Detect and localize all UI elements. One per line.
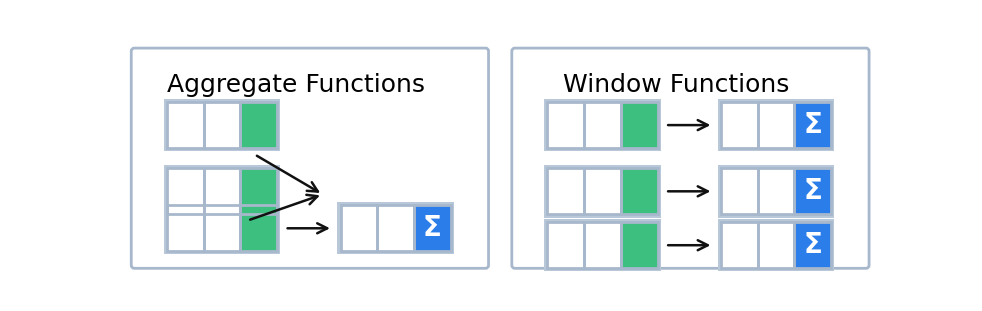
Bar xyxy=(544,99,661,151)
Bar xyxy=(758,102,794,148)
Bar xyxy=(377,205,413,251)
Bar xyxy=(341,205,377,251)
Bar xyxy=(167,205,203,251)
Bar xyxy=(413,205,451,251)
Bar xyxy=(621,222,658,268)
Bar xyxy=(338,202,454,254)
Bar xyxy=(241,205,277,251)
Bar xyxy=(203,168,241,214)
Bar xyxy=(758,222,794,268)
Bar xyxy=(164,202,280,254)
Bar xyxy=(241,205,277,251)
Bar xyxy=(167,205,203,251)
Bar xyxy=(718,99,834,151)
Bar xyxy=(547,102,584,148)
Bar xyxy=(203,205,241,251)
Bar xyxy=(721,222,758,268)
Bar xyxy=(584,168,621,214)
Bar xyxy=(794,168,831,214)
Bar xyxy=(794,102,831,148)
Bar xyxy=(794,102,831,148)
Bar xyxy=(794,222,831,268)
Bar xyxy=(718,165,834,217)
Bar xyxy=(547,102,584,148)
Text: Σ: Σ xyxy=(423,214,442,242)
Bar xyxy=(721,102,758,148)
Bar xyxy=(621,102,658,148)
FancyBboxPatch shape xyxy=(132,48,489,268)
Bar xyxy=(167,168,203,214)
Bar xyxy=(794,168,831,214)
Bar xyxy=(584,222,621,268)
Bar xyxy=(167,168,203,214)
Bar xyxy=(203,168,241,214)
Bar xyxy=(584,168,621,214)
Bar xyxy=(547,222,584,268)
Bar xyxy=(721,222,758,268)
Bar xyxy=(621,222,658,268)
Text: Window Functions: Window Functions xyxy=(564,73,790,97)
Bar xyxy=(721,168,758,214)
Bar xyxy=(241,102,277,148)
Bar xyxy=(164,99,280,151)
Bar xyxy=(413,205,451,251)
Bar xyxy=(758,222,794,268)
Bar xyxy=(621,168,658,214)
Bar xyxy=(718,219,834,272)
Bar xyxy=(721,102,758,148)
Bar xyxy=(544,165,661,217)
Bar xyxy=(241,102,277,148)
Bar xyxy=(547,222,584,268)
Bar xyxy=(544,219,661,272)
Bar xyxy=(584,222,621,268)
Bar xyxy=(758,168,794,214)
Bar xyxy=(377,205,413,251)
Text: Aggregate Functions: Aggregate Functions xyxy=(167,73,425,97)
Bar xyxy=(341,205,377,251)
Bar xyxy=(203,102,241,148)
Bar xyxy=(758,168,794,214)
Bar xyxy=(547,168,584,214)
Bar xyxy=(547,168,584,214)
Bar xyxy=(167,102,203,148)
Bar xyxy=(794,222,831,268)
Text: Σ: Σ xyxy=(803,177,822,205)
Bar xyxy=(241,168,277,214)
Text: Σ: Σ xyxy=(803,111,822,139)
Bar xyxy=(621,102,658,148)
Bar xyxy=(241,168,277,214)
Bar xyxy=(167,102,203,148)
Bar xyxy=(758,102,794,148)
Bar xyxy=(584,102,621,148)
FancyBboxPatch shape xyxy=(512,48,869,268)
Bar xyxy=(164,165,280,217)
Bar xyxy=(621,168,658,214)
Text: Σ: Σ xyxy=(803,231,822,259)
Bar xyxy=(203,205,241,251)
Bar xyxy=(203,102,241,148)
Bar xyxy=(721,168,758,214)
Bar xyxy=(584,102,621,148)
